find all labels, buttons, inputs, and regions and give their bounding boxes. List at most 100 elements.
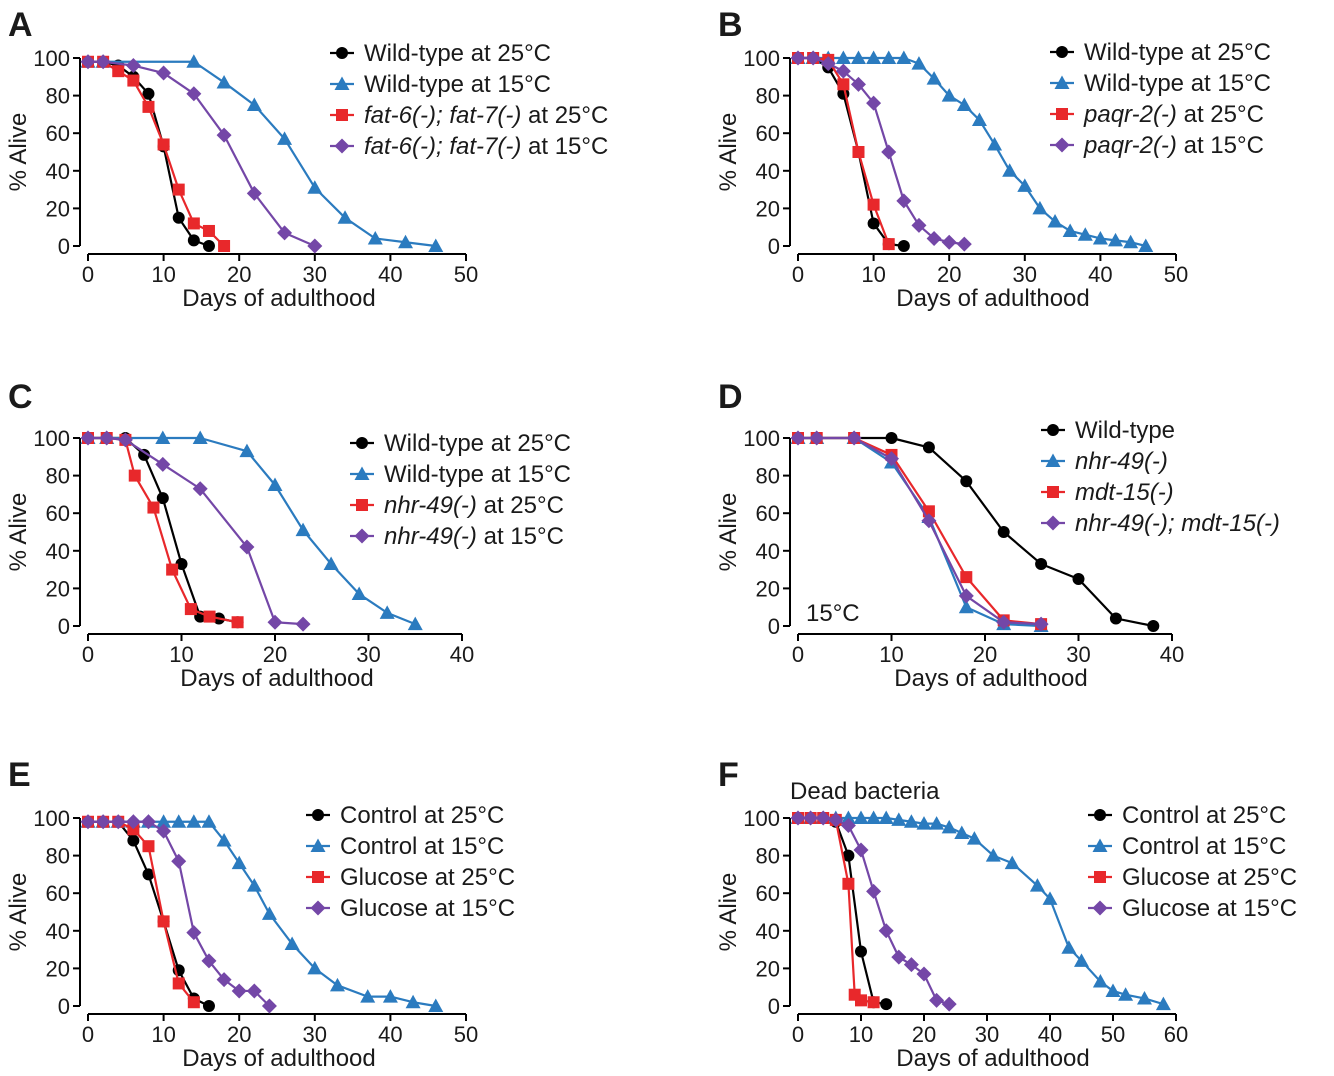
data-point xyxy=(956,236,972,252)
legend-marker xyxy=(334,76,350,90)
data-point xyxy=(138,448,151,461)
data-point xyxy=(405,994,421,1009)
y-tick-label: 60 xyxy=(46,881,70,906)
data-point xyxy=(171,814,187,828)
y-axis-title: % Alive xyxy=(5,113,32,192)
data-point xyxy=(941,819,957,834)
data-point xyxy=(127,834,140,847)
data-point xyxy=(128,469,141,482)
data-point xyxy=(1017,178,1033,192)
data-point xyxy=(337,210,353,224)
data-point xyxy=(112,65,125,78)
data-point xyxy=(277,225,293,241)
data-point xyxy=(140,814,156,830)
data-point xyxy=(820,56,836,72)
legend-label: Wild-type at 15°C xyxy=(384,461,571,488)
y-axis-title: % Alive xyxy=(5,873,32,952)
legend-marker xyxy=(1054,137,1070,153)
legend-marker xyxy=(1047,424,1059,436)
data-point xyxy=(246,983,262,999)
legend-label-part: nhr-49(-); mdt-15(-) xyxy=(1075,510,1280,537)
y-tick-label: 40 xyxy=(46,539,70,564)
legend-label-part: nhr-49(-) xyxy=(1075,448,1168,475)
data-point xyxy=(885,432,898,444)
data-point xyxy=(828,812,844,828)
x-tick-label: 30 xyxy=(1066,642,1090,667)
data-point xyxy=(360,989,376,1003)
x-tick-label: 30 xyxy=(356,642,380,667)
legend-label: Control at 15°C xyxy=(340,833,504,860)
data-point xyxy=(878,923,894,939)
data-point xyxy=(1072,573,1085,585)
data-point xyxy=(985,848,1001,862)
y-tick-label: 60 xyxy=(756,501,780,526)
data-point xyxy=(1042,891,1058,905)
series-circle xyxy=(792,812,893,1011)
series-line xyxy=(88,60,225,247)
data-point xyxy=(379,605,395,619)
data-point xyxy=(157,138,170,151)
legend-marker xyxy=(1045,453,1061,467)
y-tick-label: 80 xyxy=(756,844,780,869)
data-point xyxy=(926,230,942,246)
data-point xyxy=(971,112,987,127)
data-point xyxy=(878,810,894,824)
x-tick-label: 30 xyxy=(303,262,327,287)
data-point xyxy=(239,539,255,555)
data-point xyxy=(1105,983,1121,997)
legend-label: nhr-49(-); mdt-15(-) xyxy=(1075,510,1280,537)
data-point xyxy=(142,840,155,853)
series-square xyxy=(792,52,895,251)
legend-marker xyxy=(336,47,348,59)
x-tick-label: 10 xyxy=(849,1022,873,1047)
data-point xyxy=(329,977,345,992)
data-point xyxy=(187,234,200,247)
x-tick-label: 20 xyxy=(912,1022,936,1047)
y-tick-label: 60 xyxy=(756,121,780,146)
legend-label-part: at 15°C xyxy=(521,133,608,160)
data-point xyxy=(155,456,171,472)
legend-label-part: Glucose at 15°C xyxy=(1122,895,1297,922)
data-point xyxy=(307,180,323,194)
data-point xyxy=(1092,974,1108,988)
panel-c: C 0 10 20 30 40 0 20 40 60 80 100 Days of adulthood%… xyxy=(5,378,571,692)
panel-letter: D xyxy=(718,378,743,416)
data-point xyxy=(867,198,880,211)
legend-marker xyxy=(1056,108,1068,120)
data-point xyxy=(815,810,831,826)
x-tick-label: 40 xyxy=(1088,262,1112,287)
data-point xyxy=(958,599,974,614)
y-axis-title: % Alive xyxy=(715,493,742,572)
x-tick-label: 10 xyxy=(861,262,885,287)
legend-label-part: nhr-49(-) xyxy=(384,523,477,550)
data-point xyxy=(1033,616,1049,632)
legend-label-part: Wild-type at 25°C xyxy=(1084,39,1271,66)
series-diamond xyxy=(80,814,277,1014)
x-tick-label: 50 xyxy=(1164,262,1188,287)
y-tick-label: 0 xyxy=(768,994,780,1019)
data-point xyxy=(1061,940,1077,954)
data-point xyxy=(157,915,170,928)
data-point xyxy=(80,814,96,830)
x-tick-label: 40 xyxy=(378,262,402,287)
legend-label-part: Wild-type at 15°C xyxy=(384,461,571,488)
data-point xyxy=(261,906,277,920)
x-axis-title: Days of adulthood xyxy=(182,1045,375,1072)
y-axis-title: % Alive xyxy=(5,493,32,572)
data-point xyxy=(790,50,806,66)
data-point xyxy=(175,557,188,570)
legend-marker xyxy=(356,499,368,511)
y-tick-label: 0 xyxy=(768,234,780,259)
data-point xyxy=(996,614,1012,630)
data-point xyxy=(1138,238,1154,252)
data-point xyxy=(127,74,140,87)
x-tick-label: 10 xyxy=(169,642,193,667)
series-square xyxy=(792,812,880,1009)
x-tick-label: 30 xyxy=(975,1022,999,1047)
data-point xyxy=(881,144,897,160)
legend-label-part: at 15°C xyxy=(477,523,564,550)
data-point xyxy=(1035,557,1048,570)
series-square xyxy=(82,815,200,1009)
data-point xyxy=(186,925,202,941)
data-point xyxy=(850,50,866,64)
